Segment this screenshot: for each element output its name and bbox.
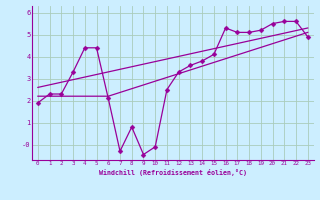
X-axis label: Windchill (Refroidissement éolien,°C): Windchill (Refroidissement éolien,°C) (99, 169, 247, 176)
